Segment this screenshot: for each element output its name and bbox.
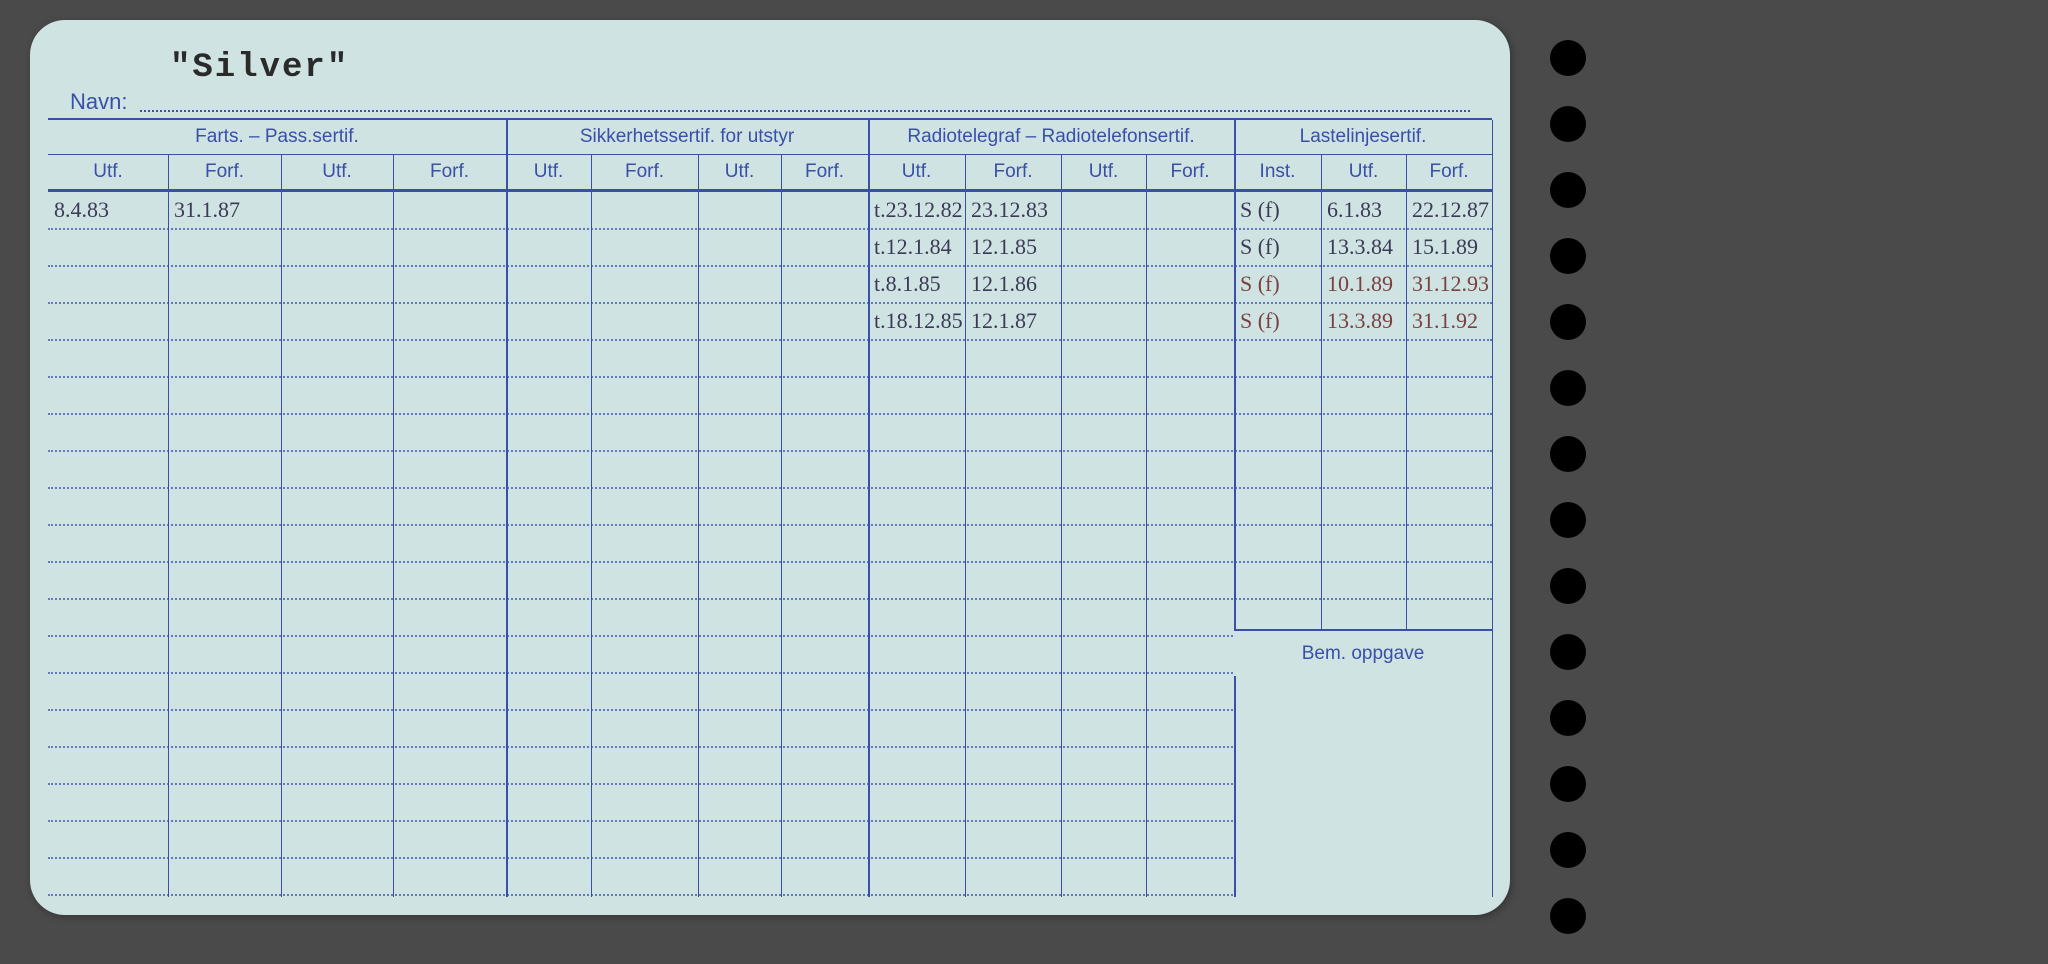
handwritten-entry: S (f) xyxy=(1240,308,1280,334)
column-header: Utf. xyxy=(1321,155,1406,189)
binder-hole xyxy=(1550,766,1586,802)
binder-hole xyxy=(1550,172,1586,208)
certificate-grid: Farts. – Pass.sertif.Sikkerhetssertif. f… xyxy=(48,118,1492,897)
binder-hole xyxy=(1550,502,1586,538)
navn-underline xyxy=(140,110,1470,112)
table-row xyxy=(48,339,1492,378)
handwritten-entry: 23.12.83 xyxy=(971,197,1048,223)
handwritten-entry: 31.1.87 xyxy=(174,197,240,223)
column-header: Utf. xyxy=(1061,155,1146,189)
binder-hole xyxy=(1550,40,1586,76)
column-divider xyxy=(1146,154,1147,897)
navn-value: "Silver" xyxy=(170,49,349,87)
table-row xyxy=(48,413,1492,452)
handwritten-entry: t.8.1.85 xyxy=(874,271,941,297)
handwritten-entry: 13.3.89 xyxy=(1327,308,1393,334)
binder-hole xyxy=(1550,436,1586,472)
header-row-cols: Utf.Forf.Utf.Forf.Utf.Forf.Utf.Forf.Utf.… xyxy=(48,155,1492,192)
binder-hole xyxy=(1550,898,1586,934)
binder-hole xyxy=(1550,238,1586,274)
handwritten-entry: t.23.12.82 xyxy=(874,197,963,223)
binder-hole xyxy=(1550,832,1586,868)
handwritten-entry: S (f) xyxy=(1240,234,1280,260)
table-row xyxy=(48,450,1492,489)
handwritten-entry: 8.4.83 xyxy=(54,197,109,223)
table-row xyxy=(48,376,1492,415)
column-header: Forf. xyxy=(1406,155,1492,189)
handwritten-entry: 22.12.87 xyxy=(1412,197,1489,223)
column-divider xyxy=(868,120,870,897)
binder-holes xyxy=(1550,40,1586,964)
table-row xyxy=(48,561,1492,600)
table-row xyxy=(48,524,1492,563)
binder-hole xyxy=(1550,370,1586,406)
table-row xyxy=(48,487,1492,526)
table-row xyxy=(48,894,1492,915)
binder-hole xyxy=(1550,634,1586,670)
column-header: Utf. xyxy=(48,155,168,189)
column-divider xyxy=(168,154,169,897)
binder-hole xyxy=(1550,568,1586,604)
handwritten-entry: t.12.1.84 xyxy=(874,234,952,260)
navn-label: Navn: xyxy=(70,89,127,115)
handwritten-entry: 10.1.89 xyxy=(1327,271,1393,297)
column-header: Utf. xyxy=(506,155,591,189)
column-header: Forf. xyxy=(1146,155,1234,189)
bem-oppgave-box: Bem. oppgave xyxy=(1234,629,1492,680)
handwritten-entry: S (f) xyxy=(1240,197,1280,223)
group-header: Sikkerhetssertif. for utstyr xyxy=(506,120,868,154)
group-header: Radiotelegraf – Radiotelefonsertif. xyxy=(868,120,1234,154)
handwritten-entry: 31.1.92 xyxy=(1412,308,1478,334)
column-header: Forf. xyxy=(591,155,698,189)
handwritten-entry: 15.1.89 xyxy=(1412,234,1478,260)
group-header: Lastelinjesertif. xyxy=(1234,120,1492,154)
column-divider xyxy=(781,154,782,897)
column-header: Inst. xyxy=(1234,155,1321,189)
group-header: Farts. – Pass.sertif. xyxy=(48,120,506,154)
handwritten-entry: 12.1.86 xyxy=(971,271,1037,297)
column-header: Utf. xyxy=(868,155,965,189)
binder-hole xyxy=(1550,106,1586,142)
index-card: Navn: "Silver" Farts. – Pass.sertif.Sikk… xyxy=(30,20,1510,915)
handwritten-entry: 12.1.85 xyxy=(971,234,1037,260)
bem-body xyxy=(1234,676,1494,897)
column-divider xyxy=(393,154,394,897)
bem-oppgave-label: Bem. oppgave xyxy=(1234,643,1492,665)
title-area: Navn: "Silver" xyxy=(70,55,1470,115)
handwritten-entry: 12.1.87 xyxy=(971,308,1037,334)
column-header: Forf. xyxy=(393,155,506,189)
column-header: Utf. xyxy=(281,155,393,189)
handwritten-entry: 13.3.84 xyxy=(1327,234,1393,260)
header-row-groups: Farts. – Pass.sertif.Sikkerhetssertif. f… xyxy=(48,120,1492,155)
column-divider xyxy=(965,154,966,897)
column-divider xyxy=(506,120,508,897)
column-divider xyxy=(698,154,699,897)
handwritten-entry: 6.1.83 xyxy=(1327,197,1382,223)
handwritten-entry: S (f) xyxy=(1240,271,1280,297)
column-divider xyxy=(591,154,592,897)
column-divider xyxy=(1061,154,1062,897)
handwritten-entry: t.18.12.85 xyxy=(874,308,963,334)
column-header: Forf. xyxy=(168,155,281,189)
binder-hole xyxy=(1550,700,1586,736)
binder-hole xyxy=(1550,304,1586,340)
handwritten-entry: 31.12.93 xyxy=(1412,271,1489,297)
column-header: Forf. xyxy=(781,155,868,189)
column-header: Utf. xyxy=(698,155,781,189)
column-divider xyxy=(281,154,282,897)
column-header: Forf. xyxy=(965,155,1061,189)
